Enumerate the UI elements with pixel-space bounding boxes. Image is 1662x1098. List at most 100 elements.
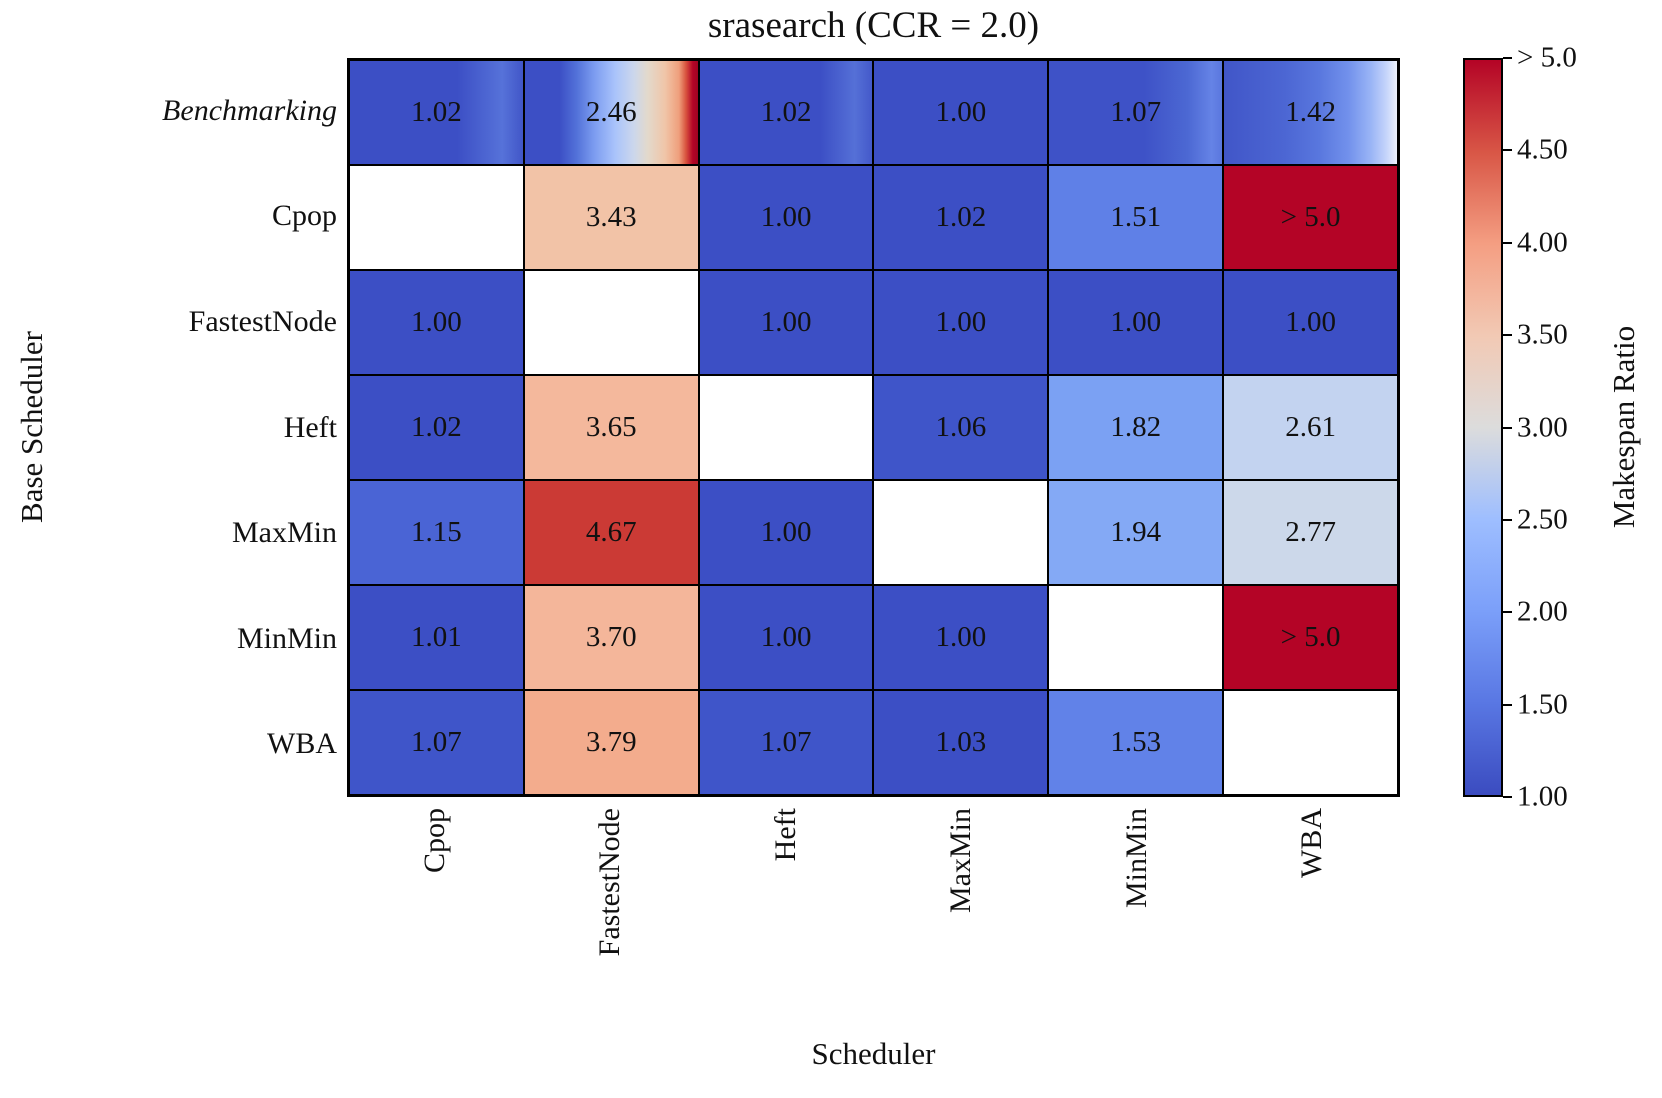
heatmap-cell-value: 1.01 — [411, 621, 462, 653]
heatmap-cell-value: > 5.0 — [1280, 201, 1341, 233]
column-label-wba: WBA — [1295, 808, 1329, 878]
heatmap-cell-value: 1.15 — [411, 516, 462, 548]
heatmap-cell — [698, 375, 874, 480]
row-label-heft: Heft — [283, 410, 337, 444]
heatmap-cell: 1.15 — [349, 480, 524, 585]
heatmap-cell: 1.00 — [1048, 270, 1224, 375]
heatmap-cell: 1.00 — [349, 270, 524, 375]
heatmap-cell-value: 1.00 — [760, 621, 812, 653]
heatmap-cell-value: 3.70 — [585, 621, 637, 653]
heatmap-cell-value: 1.42 — [1285, 96, 1336, 128]
heatmap-cell: 1.00 — [1223, 270, 1398, 375]
heatmap-cell-value: 2.61 — [1285, 411, 1336, 443]
heatmap-cell-value: 1.02 — [411, 96, 462, 128]
column-label-minmin: MinMin — [1119, 808, 1153, 909]
colorbar-tick-label: 3.50 — [1517, 318, 1568, 351]
colorbar-tick-label: 2.50 — [1517, 503, 1568, 536]
heatmap-cell: 2.61 — [1223, 375, 1398, 480]
heatmap-cell-value: 2.46 — [585, 96, 637, 128]
heatmap-cell: 1.82 — [1048, 375, 1224, 480]
colorbar-tick-mark — [1503, 241, 1512, 244]
heatmap-cell — [1048, 585, 1224, 690]
colorbar-tick-label: 1.00 — [1517, 780, 1568, 813]
column-label-cpop: Cpop — [417, 808, 451, 874]
column-label-fastestnode: FastestNode — [593, 808, 627, 957]
heatmap-cell-value: 1.00 — [411, 306, 462, 338]
heatmap-cell: 1.03 — [873, 690, 1049, 795]
heatmap-cell: 1.94 — [1048, 480, 1224, 585]
heatmap-cell: 1.51 — [1048, 165, 1224, 270]
heatmap-cell — [523, 270, 699, 375]
heatmap-cell: 1.06 — [873, 375, 1049, 480]
heatmap-cell: 1.07 — [349, 690, 524, 795]
heatmap-cell-value: 1.00 — [760, 516, 812, 548]
heatmap-cell: 3.79 — [523, 690, 699, 795]
heatmap-cell: 1.00 — [698, 270, 874, 375]
column-label-heft: Heft — [768, 808, 802, 862]
heatmap-cell: 1.00 — [873, 60, 1049, 165]
x-axis-label: Scheduler — [811, 1036, 936, 1071]
heatmap-cell-value: 3.79 — [585, 726, 637, 758]
row-label-cpop: Cpop — [271, 199, 337, 233]
heatmap-cell: 1.53 — [1048, 690, 1224, 795]
colorbar-tick-mark — [1503, 611, 1512, 614]
heatmap-cell: 1.07 — [1048, 60, 1224, 165]
row-label-wba: WBA — [267, 727, 337, 761]
heatmap-cell-value: 1.07 — [760, 726, 812, 758]
heatmap-cell: 1.42 — [1223, 60, 1398, 165]
heatmap-cell-value: 1.00 — [1285, 306, 1336, 338]
heatmap-cell-value: 1.00 — [935, 306, 987, 338]
heatmap-cell-value: 1.02 — [411, 411, 462, 443]
row-label-benchmarking: Benchmarking — [162, 93, 337, 127]
heatmap-cell-value: 1.07 — [411, 726, 462, 758]
row-label-maxmin: MaxMin — [232, 516, 337, 550]
heatmap-grid: 1.02 2.46 1.02 1.00 1.07 1.42 3.43 1.00 1.02 1.51… — [347, 58, 1400, 797]
heatmap-cell-value: 4.67 — [585, 516, 637, 548]
heatmap-cell-value: 1.00 — [935, 621, 987, 653]
colorbar-tick-label: 2.00 — [1517, 595, 1568, 628]
heatmap-cell-value: 3.43 — [585, 201, 637, 233]
heatmap-cell: 1.00 — [873, 270, 1049, 375]
heatmap-cell: 2.77 — [1223, 480, 1398, 585]
heatmap-cell: 4.67 — [523, 480, 699, 585]
heatmap-cell — [873, 480, 1049, 585]
heatmap-cell: 3.70 — [523, 585, 699, 690]
heatmap-cell: 2.46 — [523, 60, 699, 165]
heatmap-cell — [1223, 690, 1398, 795]
heatmap-cell-value: 1.00 — [760, 201, 812, 233]
heatmap-cell: > 5.0 — [1223, 165, 1398, 270]
heatmap-cell-value: 1.94 — [1110, 516, 1162, 548]
heatmap-cell-value: 1.53 — [1110, 726, 1162, 758]
heatmap-cell-value: 1.02 — [760, 96, 812, 128]
heatmap-cell-value: 2.77 — [1285, 516, 1336, 548]
heatmap-cell-value: 1.00 — [935, 96, 987, 128]
colorbar-tick-mark — [1503, 57, 1512, 59]
column-label-maxmin: MaxMin — [944, 808, 978, 913]
heatmap-cell-value: 1.00 — [1110, 306, 1162, 338]
heatmap-cell-value: 3.65 — [585, 411, 637, 443]
heatmap-cell: 1.07 — [698, 690, 874, 795]
colorbar-tick-mark — [1503, 703, 1512, 706]
colorbar-tick-label: 4.50 — [1517, 133, 1568, 166]
heatmap-cell: 1.00 — [873, 585, 1049, 690]
heatmap-cell: 1.02 — [349, 60, 524, 165]
colorbar-tick-mark — [1503, 149, 1512, 152]
colorbar-tick-mark — [1503, 518, 1512, 521]
colorbar-tick-label: 1.50 — [1517, 688, 1568, 721]
heatmap-cell: 1.00 — [698, 165, 874, 270]
colorbar-tick-label: 3.00 — [1517, 411, 1568, 443]
colorbar-tick-label: > 5.0 — [1517, 41, 1577, 74]
heatmap-cell: 1.00 — [698, 585, 874, 690]
chart-title: srasearch (CCR = 2.0) — [707, 5, 1040, 46]
heatmap-cell: 1.01 — [349, 585, 524, 690]
heatmap-cell: 1.00 — [698, 480, 874, 585]
colorbar — [1463, 58, 1503, 797]
heatmap-cell-value: 1.82 — [1110, 411, 1162, 443]
heatmap-cell: > 5.0 — [1223, 585, 1398, 690]
colorbar-label: Makespan Ratio — [1606, 325, 1641, 529]
heatmap-cell: 1.02 — [698, 60, 874, 165]
heatmap-cell: 3.65 — [523, 375, 699, 480]
heatmap-cell: 1.02 — [873, 165, 1049, 270]
heatmap-cell-value: 1.51 — [1110, 201, 1162, 233]
heatmap-cell — [349, 165, 524, 270]
